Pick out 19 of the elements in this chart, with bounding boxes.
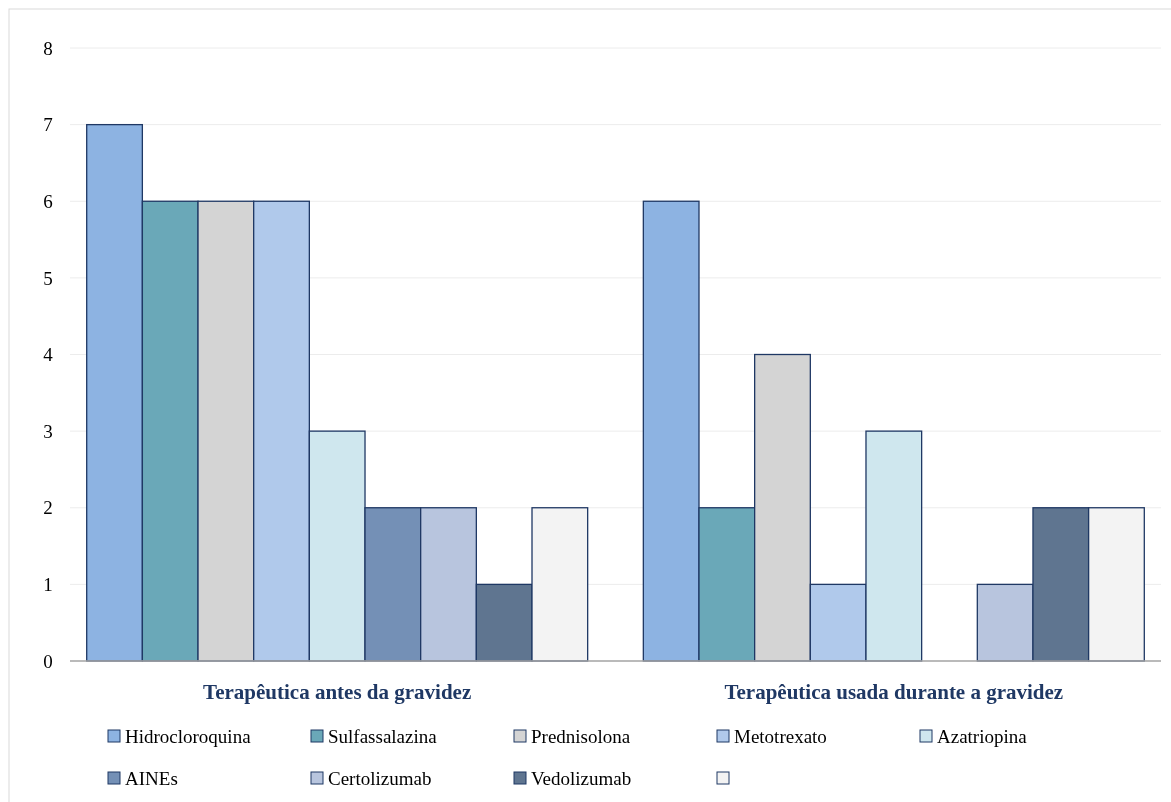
y-tick-label: 2 [43,497,53,519]
x-tick-label: Terapêutica usada durante a gravidez [724,680,1064,704]
y-tick-label: 6 [43,190,53,212]
legend-label: Vedolizumab [531,767,632,789]
y-tick-label: 5 [43,267,53,289]
legend-label: Hidrocloroquina [125,725,252,747]
y-tick-label: 8 [43,37,53,59]
y-tick-label: 4 [43,344,54,366]
y-tick-label: 1 [43,574,53,596]
legend-label: Certolizumab [328,767,432,789]
legend-label: Azatriopina [937,725,1028,747]
x-tick-label: Terapêutica antes da gravidez [203,680,472,704]
legend-label: Metotrexato [734,725,827,747]
y-tick-label: 3 [43,420,53,442]
legend-label: AINEs [125,767,178,789]
legend-label: Sulfassalazina [328,725,438,747]
y-tick-label: 7 [43,114,53,136]
y-tick-label: 0 [43,650,53,672]
legend-label: Prednisolona [531,725,631,747]
